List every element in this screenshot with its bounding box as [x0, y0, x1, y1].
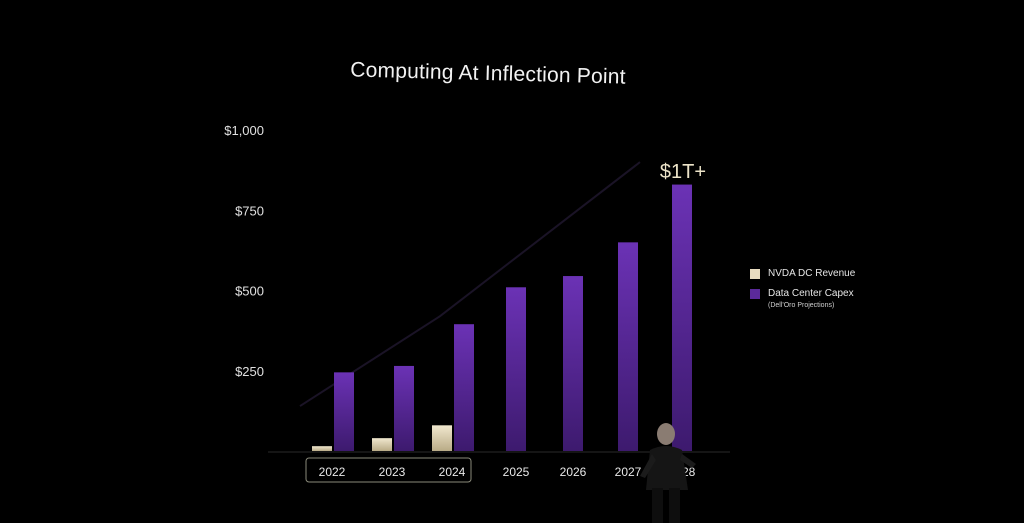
bar-nvda-dc-revenue — [372, 438, 392, 451]
x-tick-label: 2023 — [379, 465, 406, 479]
x-tick-label: 2025 — [503, 465, 530, 479]
legend-label-revenue: NVDA DC Revenue — [768, 268, 856, 279]
bar-nvda-dc-revenue — [312, 446, 332, 451]
bar-nvda-dc-revenue — [432, 425, 452, 451]
legend-item-capex: Data Center Capex — [750, 288, 855, 299]
legend-note: (Dell'Oro Projections) — [768, 302, 835, 309]
bar-data-center-capex — [563, 276, 583, 451]
legend-swatch-capex — [750, 288, 760, 299]
historical-years-box — [305, 457, 472, 483]
y-tick-label: $1,000 — [224, 123, 264, 138]
bar-data-center-capex — [334, 372, 354, 451]
bar-data-center-capex — [394, 365, 414, 451]
legend: NVDA DC Revenue Data Center Capex (Dell'… — [750, 268, 855, 309]
legend-swatch-revenue — [750, 268, 760, 279]
bar-data-center-capex — [506, 287, 526, 451]
annotation-label: $1T+ — [660, 161, 706, 183]
legend-label-capex: Data Center Capex — [768, 288, 854, 299]
presenter-figure — [640, 423, 696, 523]
bar-data-center-capex — [618, 242, 638, 451]
bar-data-center-capex — [672, 184, 692, 451]
y-tick-label: $750 — [235, 203, 264, 218]
x-tick-label: 2024 — [439, 465, 466, 479]
bar-data-center-capex — [454, 324, 474, 451]
x-tick-label: 2027 — [615, 465, 642, 479]
x-tick-label: 2026 — [560, 465, 587, 479]
legend-item-revenue: NVDA DC Revenue — [750, 268, 855, 279]
y-tick-label: $500 — [235, 284, 264, 299]
x-tick-label: 2022 — [319, 465, 346, 479]
y-tick-label: $250 — [235, 364, 264, 379]
